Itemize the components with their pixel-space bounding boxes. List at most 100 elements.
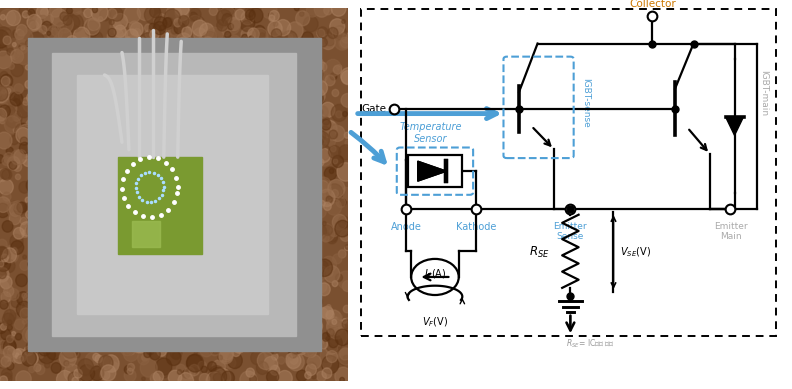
Circle shape [88, 57, 95, 64]
Circle shape [288, 94, 293, 99]
Circle shape [244, 320, 260, 336]
Circle shape [316, 109, 322, 116]
Circle shape [68, 55, 81, 68]
Circle shape [104, 322, 117, 337]
Circle shape [105, 262, 123, 280]
Circle shape [158, 299, 163, 304]
Circle shape [74, 232, 87, 246]
Circle shape [144, 54, 149, 60]
Circle shape [44, 26, 52, 35]
Circle shape [135, 98, 144, 108]
Circle shape [106, 299, 114, 308]
Circle shape [313, 80, 327, 96]
Circle shape [69, 301, 76, 309]
Circle shape [298, 200, 310, 214]
Circle shape [294, 40, 306, 53]
Circle shape [13, 99, 21, 106]
Circle shape [185, 307, 193, 316]
Circle shape [59, 228, 68, 239]
Circle shape [253, 44, 264, 56]
Circle shape [198, 309, 215, 326]
Circle shape [199, 326, 212, 340]
Circle shape [58, 98, 65, 106]
Circle shape [291, 67, 300, 77]
Circle shape [246, 252, 260, 268]
Circle shape [229, 155, 234, 161]
Circle shape [303, 16, 318, 32]
Circle shape [10, 204, 21, 217]
Circle shape [183, 241, 196, 256]
Circle shape [326, 317, 344, 336]
Circle shape [273, 68, 282, 78]
Circle shape [180, 37, 195, 53]
Circle shape [314, 94, 324, 105]
Circle shape [219, 162, 228, 171]
Circle shape [243, 77, 255, 90]
Circle shape [163, 312, 171, 321]
Circle shape [26, 342, 36, 353]
Circle shape [59, 159, 74, 175]
Circle shape [262, 69, 270, 77]
Text: $I_F$(A): $I_F$(A) [424, 267, 446, 280]
Circle shape [283, 180, 293, 192]
Circle shape [194, 175, 200, 182]
Circle shape [139, 218, 154, 234]
Circle shape [82, 266, 88, 271]
Circle shape [204, 306, 215, 318]
Circle shape [194, 309, 200, 315]
Circle shape [248, 345, 254, 352]
Circle shape [44, 136, 55, 148]
Circle shape [32, 115, 48, 133]
Circle shape [0, 169, 9, 181]
Circle shape [203, 322, 208, 329]
Circle shape [266, 127, 270, 131]
Circle shape [219, 7, 236, 25]
Circle shape [62, 230, 70, 238]
Circle shape [55, 95, 69, 109]
Circle shape [337, 163, 354, 181]
Circle shape [230, 303, 238, 312]
Circle shape [276, 231, 283, 237]
Circle shape [221, 185, 227, 192]
Circle shape [0, 197, 10, 212]
Circle shape [159, 117, 173, 132]
Circle shape [323, 202, 331, 210]
Circle shape [118, 209, 132, 224]
Circle shape [97, 112, 106, 123]
Circle shape [57, 15, 74, 33]
Circle shape [263, 47, 268, 53]
Circle shape [326, 350, 337, 363]
Circle shape [205, 147, 209, 151]
Circle shape [262, 291, 277, 307]
Circle shape [251, 219, 266, 235]
Circle shape [25, 226, 33, 235]
Circle shape [295, 286, 300, 291]
Circle shape [134, 47, 140, 55]
Circle shape [204, 328, 211, 335]
Circle shape [261, 178, 268, 185]
Circle shape [328, 179, 345, 198]
Circle shape [123, 319, 138, 335]
Circle shape [150, 349, 160, 360]
Circle shape [295, 5, 299, 11]
Circle shape [272, 183, 282, 194]
Circle shape [84, 237, 98, 252]
Circle shape [258, 45, 265, 53]
Circle shape [101, 365, 116, 381]
Circle shape [314, 302, 320, 307]
Circle shape [241, 67, 258, 85]
Circle shape [203, 230, 219, 249]
Circle shape [208, 223, 214, 229]
Circle shape [100, 318, 115, 333]
Circle shape [200, 333, 207, 341]
Circle shape [316, 343, 324, 351]
Circle shape [276, 214, 291, 230]
Circle shape [237, 58, 249, 71]
Circle shape [282, 291, 295, 306]
Circle shape [217, 74, 231, 89]
Circle shape [45, 241, 53, 250]
Circle shape [59, 241, 67, 249]
Circle shape [162, 102, 169, 109]
Circle shape [326, 232, 337, 244]
Circle shape [58, 41, 62, 46]
